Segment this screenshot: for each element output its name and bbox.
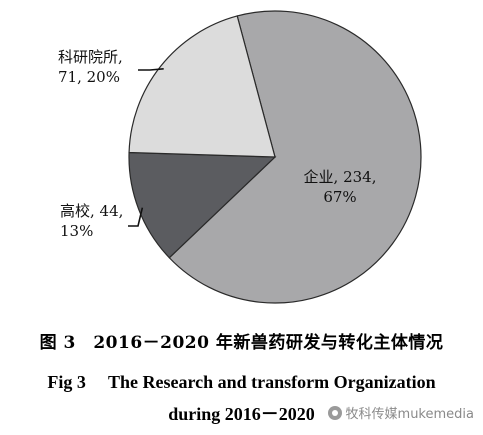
slice-label-line: 67% <box>323 188 356 206</box>
slice-label-line: 13% <box>60 222 93 240</box>
slice-labels: 企业, 234, 67% 高校, 44, 13% 科研院所, 71, 20% <box>58 48 376 240</box>
watermark: 牧科传媒mukemedia <box>324 402 477 423</box>
slice-label-2: 高校, 44, 13% <box>60 202 123 240</box>
leader-line-2 <box>128 207 144 227</box>
slice-label-line: 71, 20% <box>58 68 120 86</box>
slice-label-line: 企业, 234, <box>304 168 377 186</box>
leader-line-3 <box>138 68 164 71</box>
leader-lines <box>128 68 164 227</box>
watermark-text: 牧科传媒mukemedia <box>345 407 474 422</box>
pie-slice-1 <box>168 10 422 304</box>
pie-chart: 企业, 234, 67% 高校, 44, 13% 科研院所, 71, 20% <box>58 10 422 304</box>
figure-caption-english-line1: Fig 3 The Research and transform Organiz… <box>47 372 436 392</box>
slice-label-3: 科研院所, 71, 20% <box>58 48 123 86</box>
wechat-icon <box>327 405 342 420</box>
slice-label-1: 企业, 234, 67% <box>304 168 377 206</box>
slice-label-line: 科研院所, <box>58 48 123 66</box>
figure-caption-chinese: 图 3 2016－2020 年新兽药研发与转化主体情况 <box>39 333 444 353</box>
figure-caption-english-line2: during 2016－2020 <box>168 404 315 424</box>
pie-slices <box>128 10 422 304</box>
pie-slice-3 <box>128 15 276 158</box>
slice-label-line: 高校, 44, <box>60 202 123 220</box>
pie-slice-2 <box>128 151 277 259</box>
